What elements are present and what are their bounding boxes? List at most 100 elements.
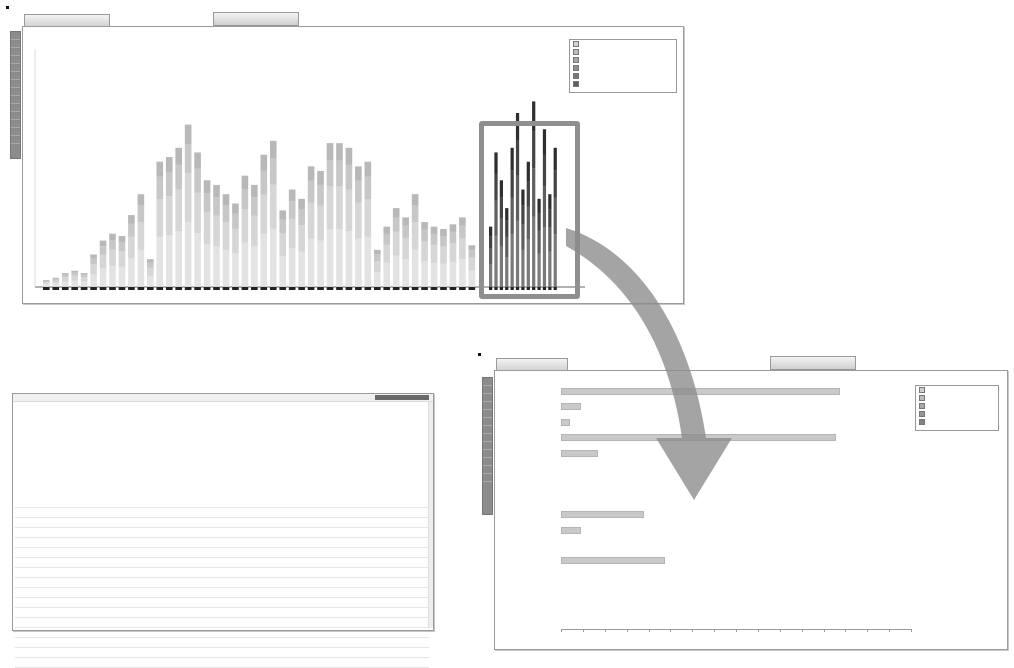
data-scrollbar[interactable]: [428, 402, 433, 628]
table-cell: [208, 547, 236, 558]
table-row[interactable]: [15, 597, 429, 608]
bar-segment: [43, 280, 50, 283]
table-row[interactable]: [15, 577, 429, 588]
table-row[interactable]: [15, 547, 429, 558]
sidebar-slot[interactable]: [11, 72, 20, 80]
column-header[interactable]: [401, 498, 429, 508]
bar-segment: [80, 273, 88, 275]
bar-segment: [118, 235, 126, 243]
sidebar-slot[interactable]: [483, 426, 492, 434]
column-header[interactable]: [318, 498, 347, 508]
table-cell: [373, 627, 402, 638]
table-cell: [208, 557, 236, 568]
sidebar-slot[interactable]: [11, 64, 20, 72]
column-header[interactable]: [42, 498, 71, 508]
bar-segment: [468, 257, 476, 271]
table-row[interactable]: [15, 607, 429, 618]
top-tab-center[interactable]: [213, 12, 299, 26]
bar-segment: [194, 233, 201, 287]
bar-segment: [194, 192, 201, 234]
bar-segment: [90, 258, 97, 265]
table-row[interactable]: [15, 567, 429, 578]
column-header[interactable]: [152, 498, 181, 508]
column-header[interactable]: [373, 498, 402, 508]
table-row[interactable]: [15, 647, 429, 658]
sidebar-slot[interactable]: [11, 32, 20, 40]
sidebar-slot[interactable]: [483, 466, 492, 474]
table-cell: [15, 587, 43, 598]
bar-segment: [307, 166, 315, 181]
column-header[interactable]: [290, 498, 319, 508]
x-tick-mark: [392, 287, 400, 290]
bar-segment: [392, 217, 400, 232]
table-row[interactable]: [15, 657, 429, 668]
table-row[interactable]: [15, 517, 429, 528]
table-cell: [15, 537, 43, 548]
sidebar-slot[interactable]: [11, 96, 20, 104]
sidebar-slot[interactable]: [483, 418, 492, 426]
table-row[interactable]: [15, 637, 429, 648]
table-row[interactable]: [15, 527, 429, 538]
bar-segment: [317, 205, 324, 241]
x-tick-mark: [184, 287, 192, 290]
sidebar-slot[interactable]: [483, 394, 492, 402]
table-cell: [263, 527, 291, 538]
table-row[interactable]: [15, 507, 429, 518]
data-header-button[interactable]: [375, 395, 429, 400]
table-cell: [70, 627, 98, 638]
column-header[interactable]: [208, 498, 236, 508]
sidebar-slot[interactable]: [11, 112, 20, 120]
legend-swatch: [573, 41, 579, 47]
sidebar-slot[interactable]: [483, 442, 492, 450]
column-header[interactable]: [180, 498, 209, 508]
sidebar-slot[interactable]: [483, 386, 492, 394]
column-header[interactable]: [70, 498, 98, 508]
table-cell: [15, 577, 43, 588]
x-tick-mark: [364, 287, 372, 290]
column-header[interactable]: [263, 498, 291, 508]
table-row[interactable]: [15, 587, 429, 598]
x-tick-mark: [537, 287, 541, 290]
sidebar-slot[interactable]: [11, 80, 20, 88]
column-header[interactable]: [97, 498, 126, 508]
sidebar-slot[interactable]: [11, 128, 20, 136]
bar-segment: [298, 251, 305, 287]
sidebar-slot[interactable]: [11, 104, 20, 112]
table-cell: [70, 657, 98, 668]
bar-segment: [222, 249, 230, 287]
sidebar-slot[interactable]: [483, 474, 492, 482]
table-row[interactable]: [15, 537, 429, 548]
sidebar-slot[interactable]: [483, 458, 492, 466]
bar-segment: [468, 250, 476, 258]
table-cell: [70, 647, 98, 658]
table-cell: [290, 547, 319, 558]
column-header[interactable]: [235, 498, 264, 508]
table-cell: [235, 627, 264, 638]
sidebar-slot[interactable]: [11, 120, 20, 128]
sidebar-slot[interactable]: [483, 410, 492, 418]
bar-segment: [392, 255, 400, 287]
bar-segment: [288, 201, 296, 219]
sidebar-slot[interactable]: [483, 434, 492, 442]
column-header[interactable]: [346, 498, 374, 508]
sidebar-slot[interactable]: [11, 136, 20, 144]
sidebar-slot[interactable]: [11, 48, 20, 56]
sidebar-slot[interactable]: [483, 378, 492, 386]
table-cell: [97, 567, 126, 578]
sidebar-slot[interactable]: [11, 40, 20, 48]
column-header[interactable]: [15, 498, 43, 508]
column-header[interactable]: [125, 498, 153, 508]
sidebar-slot[interactable]: [483, 450, 492, 458]
highlighted-bar-segment: [510, 197, 514, 235]
table-row[interactable]: [15, 627, 429, 638]
table-row[interactable]: [15, 617, 429, 628]
sidebar-slot[interactable]: [483, 402, 492, 410]
top-chart-window: [10, 26, 684, 304]
table-cell: [318, 567, 347, 578]
table-cell: [290, 637, 319, 648]
sidebar-slot[interactable]: [11, 88, 20, 96]
bottom-tab-center[interactable]: [770, 356, 856, 370]
highlighted-bar-segment: [505, 236, 509, 258]
table-row[interactable]: [15, 557, 429, 568]
sidebar-slot[interactable]: [11, 56, 20, 64]
